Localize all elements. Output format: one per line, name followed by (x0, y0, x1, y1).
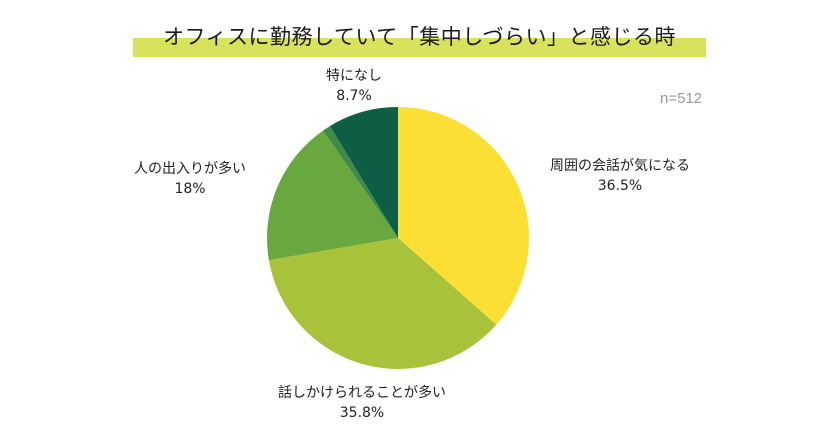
pie-slice-spoken-to (268, 238, 497, 369)
pie-slice-traffic (266, 130, 398, 261)
title-highlight (133, 38, 706, 57)
pie-slice-other (323, 126, 398, 238)
sample-size-label: n=512 (660, 90, 703, 107)
slice-label-none: 特になし 8.7% (326, 68, 382, 104)
slice-label-conversation: 周囲の会話が気になる 36.5% (550, 158, 690, 194)
pie-slice-none (329, 107, 398, 238)
pie-slice-conversation (398, 107, 529, 325)
chart-title: オフィスに勤務していて「集中しづらい」と感じる時 (162, 25, 677, 49)
slice-label-traffic: 人の出入りが多い 18% (134, 161, 246, 197)
slice-label-spoken-to: 話しかけられることが多い 35.8% (278, 385, 446, 421)
